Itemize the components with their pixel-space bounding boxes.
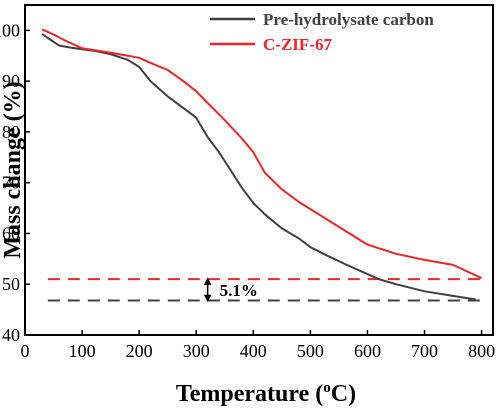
legend-label-pre-hydrolysate: Pre-hydrolysate carbon — [263, 10, 434, 29]
x-tick-label: 400 — [240, 341, 267, 361]
x-tick-label: 800 — [468, 341, 495, 361]
reference-lines — [47, 278, 482, 302]
x-tick-label: 600 — [354, 341, 381, 361]
y-tick-label: 70 — [2, 173, 20, 193]
y-axis-ticks: 40 50 60 70 80 90 100 — [0, 20, 30, 345]
y-axis-title: Mass change (%) — [0, 81, 26, 258]
x-tick-label: 300 — [183, 341, 210, 361]
series-lines — [41, 28, 483, 301]
y-tick-label: 50 — [2, 274, 20, 294]
series-line-1 — [41, 28, 483, 280]
x-axis-ticks: 0 100 200 300 400 500 600 700 800 — [21, 330, 495, 361]
difference-label: 5.1% — [220, 281, 258, 300]
plot-frame — [24, 4, 494, 336]
y-tick-label: 100 — [0, 20, 20, 40]
x-tick-label: 700 — [411, 341, 438, 361]
y-tick-label: 80 — [2, 122, 20, 142]
x-tick-label: 0 — [21, 341, 30, 361]
x-axis-title-superscript: o — [323, 380, 331, 396]
legend: Pre-hydrolysate carbon C-ZIF-67 — [210, 10, 434, 54]
y-tick-label: 90 — [2, 71, 20, 91]
difference-annotation: 5.1% — [203, 277, 258, 303]
x-axis-title: Temperature (oC) — [176, 380, 356, 407]
legend-label-c-zif-67: C-ZIF-67 — [263, 35, 332, 54]
x-tick-label: 100 — [69, 341, 96, 361]
x-tick-label: 500 — [297, 341, 324, 361]
x-axis-title-tail: C) — [331, 381, 356, 407]
y-tick-label: 40 — [2, 325, 20, 345]
series-line-0 — [41, 33, 477, 301]
y-tick-label: 60 — [2, 223, 20, 243]
x-axis-title-main: Temperature ( — [176, 381, 323, 407]
x-tick-label: 200 — [126, 341, 153, 361]
